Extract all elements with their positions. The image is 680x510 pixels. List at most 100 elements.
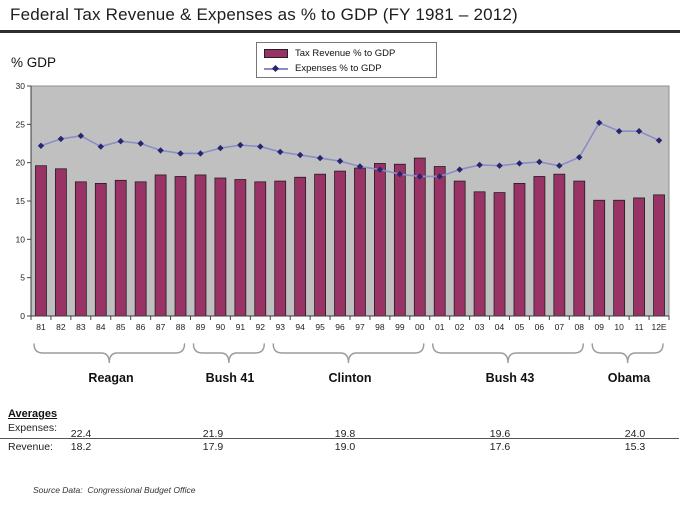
- era-label-bush41: Bush 41: [205, 371, 255, 385]
- line-marker-90: [217, 144, 224, 152]
- page-title: Federal Tax Revenue & Expenses as % to G…: [10, 5, 518, 24]
- source-note: Source Data: Congressional Budget Office: [33, 485, 196, 495]
- era-brace-clinton: [272, 343, 425, 364]
- line-marker-85: [117, 138, 124, 145]
- line-marker-91: [237, 141, 244, 149]
- x-label-97: 97: [355, 322, 365, 332]
- line-marker-93: [277, 148, 284, 156]
- x-label-05: 05: [515, 322, 525, 332]
- bar-92: [254, 181, 267, 317]
- x-label-83: 83: [76, 322, 86, 332]
- bar-01: [433, 166, 446, 317]
- x-label-04: 04: [495, 322, 505, 332]
- line-marker-06: [536, 158, 543, 166]
- expenses-line-swatch-icon: [264, 64, 288, 72]
- line-marker-82: [57, 135, 65, 143]
- line-marker-10: [615, 128, 623, 135]
- line-marker-83: [77, 132, 85, 140]
- y-tick-label: 30: [16, 81, 26, 91]
- bar-81: [35, 165, 47, 317]
- line-marker-11: [635, 128, 643, 135]
- avg-expenses-bush43: 19.6: [489, 428, 511, 440]
- line-marker-92: [257, 143, 264, 150]
- bar-94: [294, 176, 307, 317]
- x-label-09: 09: [594, 322, 604, 332]
- line-marker-84: [97, 143, 104, 150]
- bar-95: [314, 173, 326, 317]
- expenses-row-label: Expenses:: [8, 422, 58, 434]
- x-label-95: 95: [315, 322, 325, 332]
- avg-expenses-clinton: 19.8: [334, 428, 356, 440]
- avg-expenses-obama: 24.0: [624, 428, 646, 440]
- avg-revenue-clinton: 19.0: [334, 441, 356, 453]
- bar-08: [573, 180, 586, 317]
- x-label-89: 89: [196, 322, 206, 332]
- bar-11: [633, 197, 645, 317]
- averages-divider: [0, 438, 679, 439]
- x-label-92: 92: [256, 322, 266, 332]
- x-label-03: 03: [475, 322, 485, 332]
- bar-04: [493, 192, 506, 317]
- x-label-87: 87: [156, 322, 166, 332]
- line-marker-05: [516, 160, 523, 167]
- line-marker-12E: [655, 137, 663, 144]
- avg-revenue-obama: 15.3: [624, 441, 646, 453]
- bar-09: [593, 199, 606, 317]
- line-marker-89: [197, 150, 204, 157]
- bar-84: [94, 182, 107, 317]
- line-marker-09: [596, 119, 603, 126]
- y-tick-label: 25: [16, 119, 26, 129]
- legend-item-expenses: Expenses % to GDP: [264, 61, 436, 76]
- avg-expenses-bush41: 21.9: [202, 428, 224, 440]
- chart-legend: Tax Revenue % to GDP Expenses % to GDP: [256, 42, 437, 78]
- bar-02: [453, 180, 466, 317]
- x-label-88: 88: [176, 322, 186, 332]
- line-marker-07: [556, 162, 563, 169]
- x-label-07: 07: [555, 322, 565, 332]
- bar-83: [74, 181, 87, 317]
- line-marker-96: [336, 157, 344, 165]
- bar-87: [154, 174, 167, 317]
- bar-85: [114, 179, 127, 317]
- x-label-12E: 12E: [651, 322, 666, 332]
- bar-96: [334, 170, 346, 317]
- x-label-11: 11: [635, 322, 644, 332]
- bar-82: [55, 168, 67, 317]
- era-brace-bush-43: [432, 343, 584, 364]
- x-label-93: 93: [275, 322, 285, 332]
- line-marker-95: [316, 154, 324, 162]
- y-tick-label: 5: [20, 273, 25, 283]
- revenue-row-label: Revenue:: [8, 441, 53, 453]
- y-axis-title: % GDP: [11, 55, 57, 70]
- line-marker-01: [436, 173, 443, 180]
- line-marker-04: [496, 162, 503, 169]
- bar-07: [553, 173, 566, 317]
- avg-revenue-bush41: 17.9: [202, 441, 224, 453]
- x-label-02: 02: [455, 322, 465, 332]
- x-label-98: 98: [375, 322, 385, 332]
- x-label-81: 81: [36, 322, 46, 332]
- x-label-94: 94: [295, 322, 305, 332]
- x-label-84: 84: [96, 322, 106, 332]
- bar-98: [374, 163, 386, 317]
- line-marker-94: [296, 151, 304, 159]
- x-label-06: 06: [535, 322, 545, 332]
- bar-91: [234, 179, 247, 317]
- expenses-line: [40, 121, 660, 178]
- x-label-90: 90: [216, 322, 226, 332]
- y-tick-label: 0: [20, 311, 25, 321]
- x-label-82: 82: [56, 322, 66, 332]
- x-label-99: 99: [395, 322, 405, 332]
- era-label-obama: Obama: [607, 371, 651, 385]
- line-marker-00: [416, 173, 423, 180]
- bar-86: [134, 181, 147, 317]
- line-marker-03: [476, 161, 483, 169]
- bar-06: [533, 176, 546, 317]
- x-label-96: 96: [335, 322, 345, 332]
- bar-10: [613, 199, 626, 317]
- era-brace-bush-41: [192, 343, 265, 364]
- avg-revenue-bush43: 17.6: [489, 441, 511, 453]
- x-label-86: 86: [136, 322, 146, 332]
